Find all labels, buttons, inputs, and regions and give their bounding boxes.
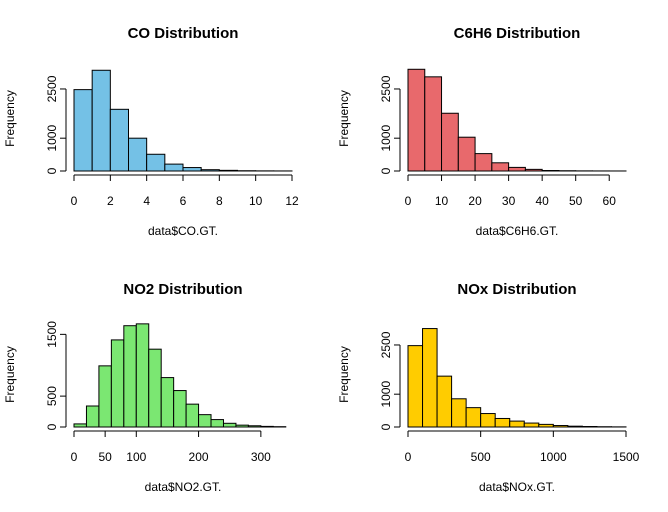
nox-x-tick-label: 1500 [613, 450, 640, 464]
no2-bar [210, 419, 224, 428]
co-x-tick-label: 0 [71, 194, 78, 208]
co-bar [218, 169, 238, 172]
no2-y-tick-label: 1500 [45, 321, 59, 348]
c6h6-x-tick-label: 10 [435, 194, 449, 208]
nox-bar [436, 375, 453, 428]
nox-bar [567, 425, 583, 428]
c6h6-y-tick-label: 1000 [379, 125, 393, 152]
no2-x-tick-label: 0 [71, 450, 78, 464]
no2-y-tick-label: 500 [45, 386, 59, 406]
nox-bar [480, 413, 496, 428]
co-y-tick-label: 0 [45, 167, 59, 174]
nox-bar [552, 425, 569, 428]
co-bar [109, 108, 130, 172]
no2-bar [73, 423, 87, 428]
no2-y-label: Frequency [3, 346, 17, 403]
no2-bar [235, 424, 249, 428]
co-x-label: data$CO.GT. [148, 224, 218, 238]
c6h6-bar [491, 162, 510, 172]
no2-x-tick-label: 300 [251, 450, 271, 464]
co-bar [91, 69, 111, 172]
nox-bar [451, 398, 467, 428]
co-x-tick-label: 6 [180, 194, 187, 208]
c6h6-bar [524, 168, 543, 172]
c6h6-x-tick-label: 0 [405, 194, 412, 208]
c6h6-y-tick-label: 2500 [379, 75, 393, 102]
no2-bar [135, 323, 150, 428]
nox-bar [422, 328, 438, 428]
co-histogram: CO Distribution 0 2 4 6 8 10 12 0 1000 2500 data$CO… [3, 25, 299, 238]
nox-bar [407, 345, 424, 428]
co-bar [164, 163, 184, 172]
nox-y-tick-label: 0 [379, 423, 393, 430]
nox-bar [465, 407, 482, 428]
c6h6-x-label: data$C6H6.GT. [476, 224, 559, 238]
co-y-tick-label: 2500 [45, 75, 59, 102]
nox-title: NOx Distribution [457, 281, 576, 298]
no2-bar [110, 339, 125, 428]
no2-bar [173, 390, 187, 428]
co-x-tick-label: 8 [216, 194, 223, 208]
nox-x-tick-label: 1000 [540, 450, 567, 464]
co-x-tick-label: 4 [143, 194, 150, 208]
no2-x-tick-label: 100 [126, 450, 146, 464]
no2-x-tick-label: 50 [98, 450, 112, 464]
no2-bar [185, 403, 200, 428]
c6h6-bar [508, 166, 526, 172]
c6h6-x-tick-label: 40 [535, 194, 549, 208]
c6h6-title: C6H6 Distribution [454, 25, 581, 42]
co-x-tick-label: 12 [285, 194, 299, 208]
no2-histogram: NO2 Distribution 0 50 100 200 300 0 500 1500 data… [3, 281, 287, 494]
no2-bar [260, 425, 274, 428]
nox-x-tick-label: 0 [405, 450, 412, 464]
no2-y-tick-label: 0 [45, 423, 59, 430]
c6h6-bar [474, 153, 493, 172]
c6h6-bar [441, 112, 459, 172]
nox-bar [509, 420, 525, 428]
c6h6-x-tick-label: 20 [468, 194, 482, 208]
nox-bar [523, 422, 540, 428]
nox-y-tick-label: 1000 [379, 381, 393, 408]
nox-x-label: data$NOx.GT. [479, 480, 555, 494]
no2-title: NO2 Distribution [123, 281, 242, 298]
co-bar [73, 89, 93, 172]
nox-x-tick-label: 500 [471, 450, 491, 464]
no2-bar [222, 422, 237, 428]
no2-bar [148, 348, 162, 428]
nox-histogram: NOx Distribution 0 500 1000 1500 0 1000 2500 dat… [337, 281, 640, 494]
c6h6-x-tick-label: 60 [603, 194, 617, 208]
nox-bar [538, 423, 554, 428]
co-bar [128, 137, 148, 172]
no2-bar [160, 377, 175, 428]
no2-bar [123, 325, 137, 428]
nox-y-tick-label: 2500 [379, 331, 393, 358]
c6h6-bar [407, 68, 426, 172]
co-y-tick-label: 1000 [45, 125, 59, 152]
c6h6-x-tick-label: 50 [569, 194, 583, 208]
nox-bar [494, 417, 511, 428]
c6h6-bar [457, 136, 476, 172]
c6h6-x-tick-label: 30 [502, 194, 516, 208]
co-bar [182, 167, 202, 172]
co-title: CO Distribution [128, 25, 239, 42]
no2-bar [247, 425, 262, 428]
no2-bar [85, 405, 100, 428]
c6h6-y-label: Frequency [337, 90, 351, 147]
no2-bar [198, 414, 212, 428]
c6h6-histogram: C6H6 Distribution 0 10 20 30 40 50 60 0 1000 2500 d… [337, 25, 627, 238]
nox-y-label: Frequency [337, 346, 351, 403]
no2-x-tick-label: 200 [189, 450, 209, 464]
no2-bar [98, 365, 112, 428]
co-bar [200, 169, 220, 172]
co-y-label: Frequency [3, 90, 17, 147]
co-x-tick-label: 2 [107, 194, 114, 208]
c6h6-y-tick-label: 0 [379, 167, 393, 174]
c6h6-bar [424, 76, 443, 172]
co-x-tick-label: 10 [249, 194, 263, 208]
no2-x-label: data$NO2.GT. [145, 480, 222, 494]
co-bar [146, 153, 166, 172]
